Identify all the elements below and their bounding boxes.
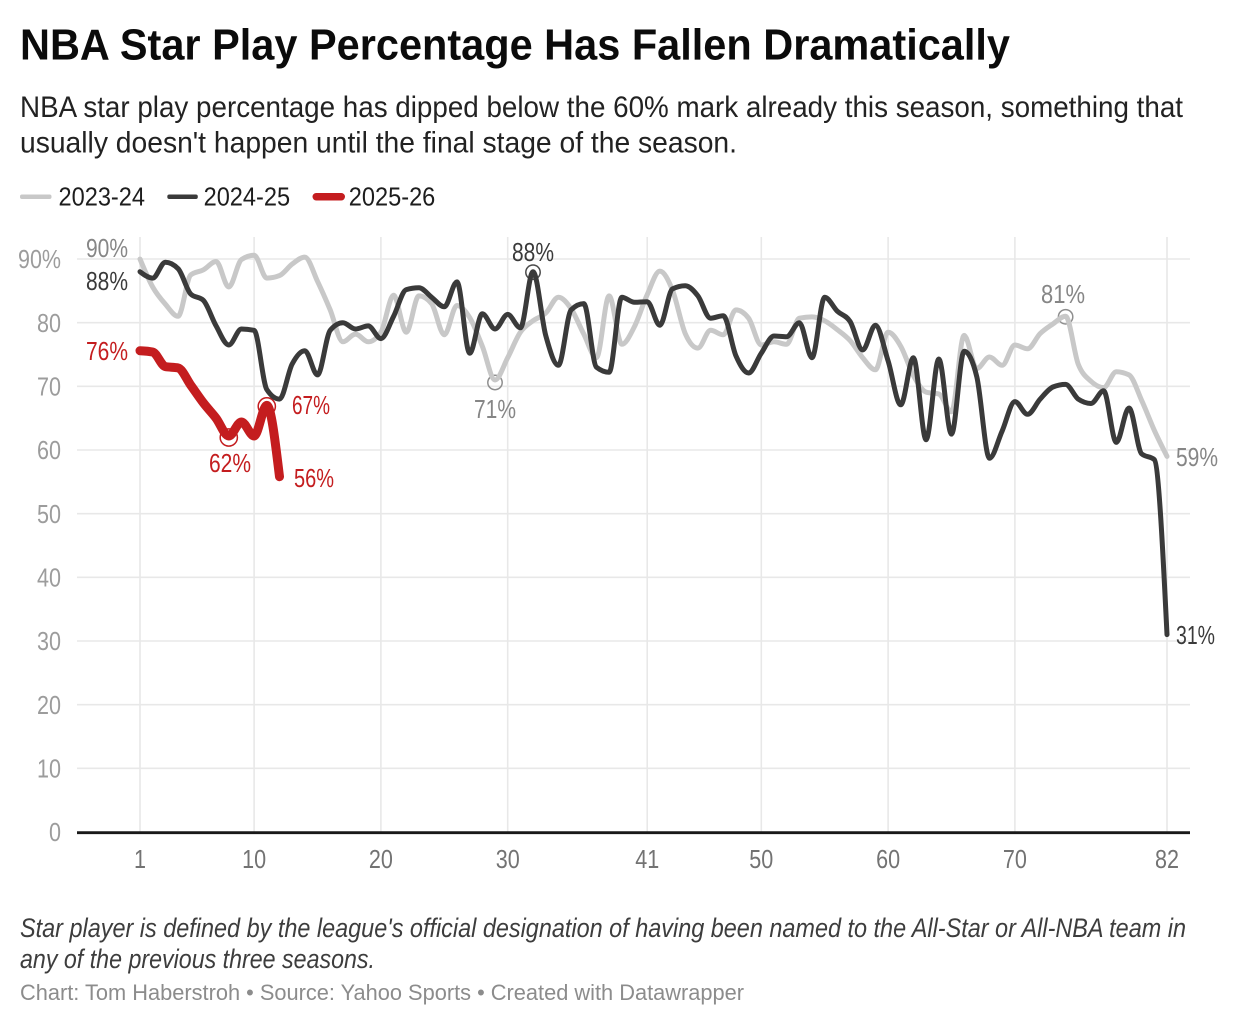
svg-text:60: 60 [37,435,61,465]
svg-text:62%: 62% [209,448,251,478]
svg-text:NBA star play percentage has d: NBA star play percentage has dipped belo… [20,91,1184,124]
svg-text:70: 70 [37,372,61,402]
svg-text:1: 1 [134,844,146,874]
svg-text:0: 0 [49,817,61,847]
svg-text:88%: 88% [86,266,128,296]
svg-text:2025-26: 2025-26 [349,182,436,212]
svg-text:88%: 88% [512,237,554,267]
svg-text:31%: 31% [1176,620,1215,650]
svg-text:81%: 81% [1041,279,1085,309]
svg-text:usually doesn't happen until t: usually doesn't happen until the final s… [20,127,737,160]
svg-text:50: 50 [749,844,773,874]
svg-text:90%: 90% [18,244,61,274]
svg-text:76%: 76% [86,336,128,366]
svg-text:10: 10 [37,754,61,784]
svg-text:59%: 59% [1176,442,1218,472]
svg-text:90%: 90% [86,233,128,263]
svg-text:20: 20 [369,844,393,874]
svg-text:2024-25: 2024-25 [204,182,291,212]
svg-text:40: 40 [37,563,61,593]
svg-text:71%: 71% [474,394,516,424]
svg-text:20: 20 [37,690,61,720]
svg-text:30: 30 [37,626,61,656]
svg-text:NBA Star Play Percentage Has F: NBA Star Play Percentage Has Fallen Dram… [20,21,1010,70]
svg-text:80: 80 [37,308,61,338]
svg-text:2023-24: 2023-24 [59,182,146,212]
svg-text:70: 70 [1003,844,1027,874]
svg-text:Star player is defined by the: Star player is defined by the league's o… [20,913,1186,943]
svg-text:any of the previous three seas: any of the previous three seasons. [20,944,375,974]
svg-text:10: 10 [242,844,266,874]
svg-text:82: 82 [1155,844,1179,874]
svg-text:67%: 67% [292,390,330,420]
svg-text:30: 30 [496,844,520,874]
svg-text:41: 41 [635,844,659,874]
svg-text:60: 60 [876,844,900,874]
svg-text:50: 50 [37,499,61,529]
svg-text:56%: 56% [294,463,334,493]
svg-text:Chart: Tom Haberstroh • Source: Chart: Tom Haberstroh • Source: Yahoo Sp… [20,980,744,1005]
